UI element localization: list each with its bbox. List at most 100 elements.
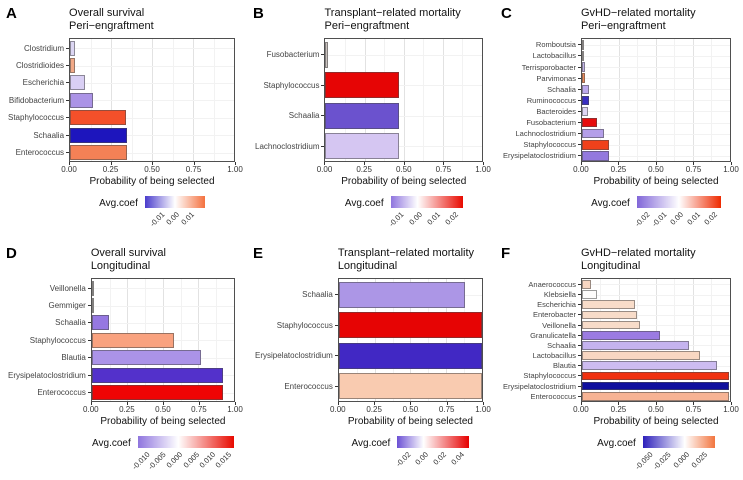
gridline-vertical: [442, 39, 444, 162]
y-tick-label: Staphylococcus: [8, 113, 65, 123]
bar-veillonella: [91, 280, 94, 296]
y-tick-label: Enterococcus: [284, 381, 333, 391]
legend-tick-label: 0.02: [431, 450, 449, 468]
gradient-bar-icon: [642, 436, 715, 449]
chart-title-line: Peri−engraftment: [580, 20, 666, 33]
panel-label: F: [501, 245, 511, 262]
y-tick: Veillonella: [8, 279, 91, 296]
y-axis-labels: Fusobacterium Staphylococcus Schaalia Lachn…: [255, 38, 325, 162]
legend-tick-label: -0.025: [651, 450, 673, 472]
panel-label: C: [501, 5, 512, 22]
bar-schaalia: [581, 84, 590, 95]
y-tick-mark-icon: [87, 287, 91, 289]
legend-tick-label: 0.015: [213, 450, 234, 471]
y-tick-label: Staphylococcus: [523, 140, 576, 150]
chart-title-line: Longitudinal: [337, 260, 398, 273]
y-tick-label: Veillonella: [49, 283, 86, 293]
y-tick: Escherichia: [503, 300, 581, 310]
x-tick-mark-icon: [364, 162, 366, 166]
bar-bacteroides: [581, 106, 588, 117]
y-tick-label: Schaalia: [55, 318, 86, 328]
gridline-horizontal: [70, 152, 234, 154]
bar-veillonella: [581, 320, 640, 330]
y-tick-mark-icon: [66, 152, 70, 154]
y-tick: Bifidobacterium: [8, 92, 70, 109]
bar-erysipelatoclostridium: [338, 342, 482, 369]
y-tick-label: Enterococcus: [530, 391, 576, 401]
y-tick-mark-icon: [66, 134, 70, 136]
y-tick-label: Parvimonas: [536, 73, 576, 83]
y-tick: Erysipelatoclostridium: [503, 150, 581, 161]
legend-gradient: -0.02 -0.01 0.00 0.01 0.02: [633, 196, 721, 238]
bar-staphylococcus: [338, 312, 482, 339]
y-tick: Clostridium: [8, 39, 70, 56]
y-tick-label: Erysipelatoclostridium: [255, 351, 333, 361]
y-tick: Lachnoclostridium: [255, 131, 325, 162]
x-axis: 0.00 0.25 0.50 0.75 1.00: [573, 402, 739, 415]
y-tick-label: Erysipelatoclostridium: [503, 151, 576, 161]
bar-bifidobacterium: [70, 92, 93, 108]
gridline-vertical: [428, 279, 430, 402]
bar-lactobacillus: [581, 51, 584, 61]
y-tick: Schaalia: [503, 84, 581, 95]
legend: Avg.coef -0.02 -0.01 0.00 0.01 0.02: [581, 196, 731, 238]
legend-title: Avg.coef: [99, 198, 138, 210]
x-tick-mark-icon: [403, 162, 405, 166]
y-tick-label: Staphylococcus: [29, 335, 86, 345]
gridline-horizontal: [581, 284, 730, 286]
y-tick: Blautia: [8, 349, 91, 366]
y-tick-label: Enterococcus: [37, 388, 86, 398]
gridline-vertical: [364, 39, 366, 162]
x-tick-mark-icon: [618, 162, 620, 166]
y-tick-label: Terrisporobacter: [521, 62, 576, 72]
bar-blautia: [91, 350, 202, 366]
y-tick-label: Lachnoclostridium: [255, 141, 320, 151]
y-tick-label: Escherichia: [22, 78, 65, 88]
x-tick-mark-icon: [483, 162, 484, 166]
x-tick-mark-icon: [152, 162, 154, 166]
bar-schaalia: [70, 127, 128, 143]
y-tick-label: Enterobacter: [533, 310, 576, 320]
x-tick-mark-icon: [126, 402, 128, 406]
y-tick: Staphylococcus: [255, 310, 338, 341]
y-tick-label: Bacteroides: [536, 106, 576, 116]
x-tick-label: 0.50: [648, 165, 664, 175]
y-axis-labels: Clostridium Clostridioides Escherichia Bifi…: [8, 38, 70, 162]
x-tick-mark-icon: [443, 162, 445, 166]
bar-anaerococcus: [581, 280, 591, 289]
bar-lachnoclostridium: [581, 128, 605, 139]
y-tick: Lactobacillus: [503, 350, 581, 360]
gridline-horizontal: [581, 111, 730, 113]
x-tick-mark-icon: [90, 402, 92, 406]
x-tick-label: 0.50: [144, 165, 160, 175]
y-tick-label: Escherichia: [537, 300, 576, 310]
y-tick-mark-icon: [87, 339, 91, 341]
x-axis-title: Probability of being selected: [347, 416, 473, 428]
x-tick-mark-icon: [324, 162, 326, 166]
chart-title: Transplant−related mortality Longitudinal: [338, 247, 483, 273]
y-tick: Granulicatella: [503, 330, 581, 340]
gridline-horizontal: [581, 155, 730, 157]
y-tick-label: Schaalia: [547, 340, 576, 350]
y-tick: Enterococcus: [255, 371, 338, 402]
y-tick-mark-icon: [87, 374, 91, 376]
bar-escherichia: [70, 75, 85, 91]
bar-enterobacter: [581, 310, 637, 320]
gridline-vertical: [462, 39, 464, 162]
legend: Avg.coef -0.050 -0.025 0.000 0.025: [581, 436, 731, 478]
legend-gradient: -0.010 -0.005 0.000 0.005 0.010 0.015: [130, 436, 234, 478]
panel-label: A: [6, 5, 17, 22]
gridline-horizontal: [581, 100, 730, 102]
x-tick-mark-icon: [693, 402, 695, 406]
legend-title: Avg.coef: [351, 438, 391, 450]
bar-ruminococcus: [581, 95, 590, 106]
y-tick-label: Staphylococcus: [263, 80, 320, 90]
y-tick: Enterococcus: [8, 384, 91, 401]
x-axis: 0.00 0.25 0.50 0.75 1.00: [317, 162, 491, 175]
y-tick-mark-icon: [577, 344, 581, 346]
legend: Avg.coef -0.01 0.00 0.01: [69, 196, 235, 238]
legend-title: Avg.coef: [344, 198, 384, 210]
bar-escherichia: [581, 300, 636, 310]
y-tick: Escherichia: [8, 74, 70, 91]
x-tick-mark-icon: [69, 162, 71, 166]
